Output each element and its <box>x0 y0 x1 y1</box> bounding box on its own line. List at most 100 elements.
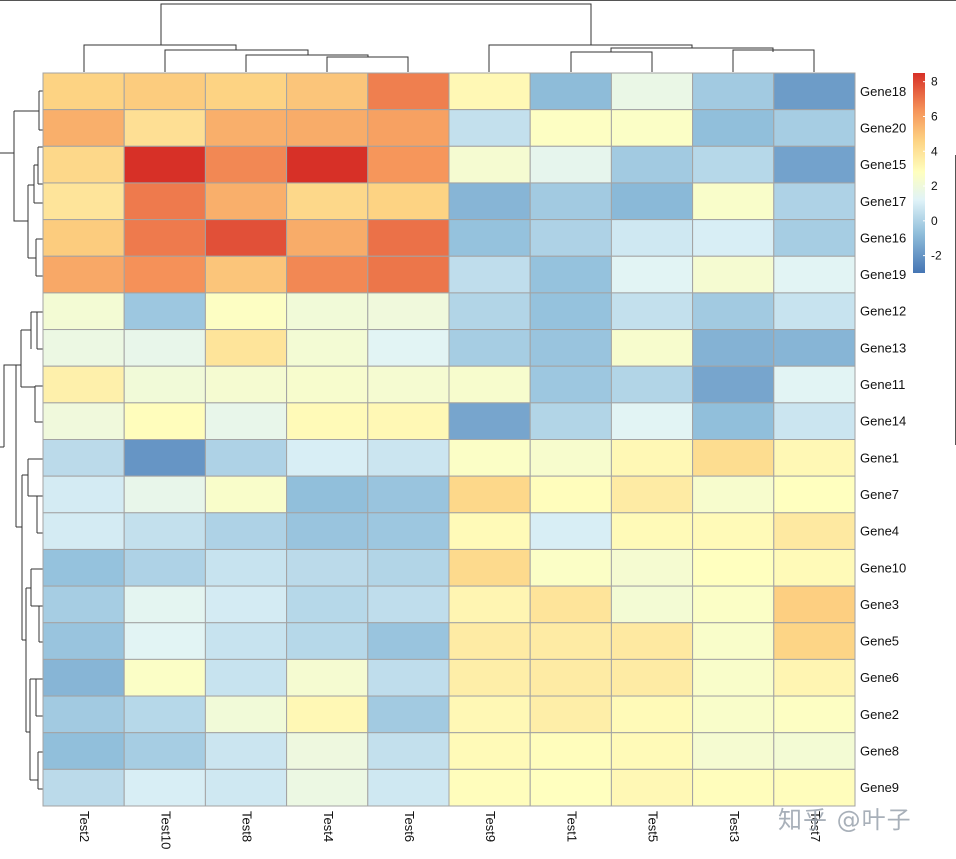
heatmap-cell-gene13-test6 <box>367 329 450 367</box>
heatmap-cell-gene17-test3 <box>692 182 775 221</box>
heatmap-cell-gene20-test4 <box>286 109 369 147</box>
heatmap-cell-gene6-test9 <box>448 658 531 697</box>
heatmap-cell-gene1-test4 <box>286 439 369 477</box>
heatmap-cell-gene7-test9 <box>448 475 531 514</box>
row-label-gene11: Gene11 <box>860 377 905 392</box>
heatmap-cell-gene11-test8 <box>204 365 288 404</box>
heatmap-cell-gene15-test3 <box>692 145 775 184</box>
heatmap-cell-gene1-test5 <box>610 439 694 477</box>
row-label-gene19: Gene19 <box>860 267 906 282</box>
heatmap-cell-gene19-test7 <box>773 255 856 294</box>
heatmap-cell-gene20-test8 <box>204 109 288 147</box>
legend-tick-label: 8 <box>931 75 938 89</box>
heatmap-cell-gene12-test7 <box>773 292 856 331</box>
heatmap-cell-gene10-test7 <box>773 548 856 587</box>
heatmap-cell-gene4-test9 <box>448 512 531 550</box>
heatmap-cell-gene3-test8 <box>204 585 288 624</box>
heatmap-cell-gene15-test9 <box>448 145 531 184</box>
heatmap-cell-gene6-test1 <box>529 658 612 697</box>
watermark-text: 知乎 @叶子 <box>778 806 912 834</box>
legend-tick-label: -2 <box>931 249 942 263</box>
heatmap-cell-gene19-test4 <box>286 255 369 294</box>
heatmap-cell-gene6-test2 <box>42 658 125 697</box>
heatmap-cell-gene9-test4 <box>286 768 369 807</box>
legend-tick-label: 2 <box>931 179 938 193</box>
heatmap-cell-gene13-test5 <box>610 329 694 367</box>
row-label-gene1: Gene1 <box>860 450 899 465</box>
column-label-test5: Test5 <box>646 811 661 842</box>
heatmap-cell-gene16-test3 <box>692 219 775 257</box>
heatmap-cell-gene9-test2 <box>42 768 125 807</box>
row-label-gene10: Gene10 <box>860 560 906 575</box>
heatmap-cell-gene7-test6 <box>367 475 450 514</box>
heatmap-cell-gene17-test10 <box>123 182 206 221</box>
heatmap-cell-gene12-test10 <box>123 292 206 331</box>
heatmap-cell-gene8-test6 <box>367 732 450 770</box>
heatmap-cell-gene14-test6 <box>367 402 450 441</box>
heatmap-cell-gene7-test7 <box>773 475 856 514</box>
heatmap-cell-gene7-test8 <box>204 475 288 514</box>
heatmap-cell-gene17-test6 <box>367 182 450 221</box>
heatmap-cell-gene11-test6 <box>367 365 450 404</box>
column-label-test2: Test2 <box>77 811 92 842</box>
row-dendrogram <box>0 90 43 790</box>
heatmap-cell-gene16-test5 <box>610 219 694 257</box>
row-label-gene13: Gene13 <box>860 340 906 355</box>
heatmap-cell-gene2-test8 <box>204 695 288 734</box>
heatmap-cell-gene12-test9 <box>448 292 531 331</box>
heatmap-cell-gene9-test10 <box>123 768 206 807</box>
top-border-line <box>0 0 956 1</box>
legend-tick-label: 6 <box>931 109 938 123</box>
heatmap-cell-gene5-test4 <box>286 622 369 660</box>
heatmap-cell-gene17-test4 <box>286 182 369 221</box>
heatmap-cell-gene18-test1 <box>529 72 612 111</box>
heatmap-cell-gene14-test3 <box>692 402 775 441</box>
heatmap-cell-gene11-test10 <box>123 365 206 404</box>
color-legend: 8 6 4 2 0 -2 <box>913 73 942 273</box>
heatmap-cell-gene18-test6 <box>367 72 450 111</box>
heatmap-cell-gene9-test6 <box>367 768 450 807</box>
heatmap-cell-gene10-test9 <box>448 548 531 587</box>
heatmap-cell-gene17-test7 <box>773 182 856 221</box>
heatmap-cell-gene4-test3 <box>692 512 775 550</box>
row-label-gene8: Gene8 <box>860 744 899 759</box>
heatmap-cell-gene7-test10 <box>123 475 206 514</box>
heatmap-cell-gene6-test3 <box>692 658 775 697</box>
heatmap-cell-gene2-test7 <box>773 695 856 734</box>
heatmap-cell-gene14-test5 <box>610 402 694 441</box>
heatmap-cell-gene11-test4 <box>286 365 369 404</box>
heatmap-cell-gene10-test8 <box>204 548 288 587</box>
heatmap-cell-gene1-test6 <box>367 439 450 477</box>
heatmap-cell-gene20-test5 <box>610 109 694 147</box>
heatmap-cell-gene18-test2 <box>42 72 125 111</box>
heatmap-cell-gene18-test10 <box>123 72 206 111</box>
heatmap-cell-gene20-test9 <box>448 109 531 147</box>
heatmap-cell-gene10-test3 <box>692 548 775 587</box>
heatmap-cell-gene10-test10 <box>123 548 206 587</box>
heatmap-cell-gene20-test3 <box>692 109 775 147</box>
heatmap-cell-gene4-test6 <box>367 512 450 550</box>
column-label-test10: Test10 <box>158 811 173 849</box>
heatmap-cell-gene15-test7 <box>773 145 856 184</box>
heatmap-cell-gene5-test9 <box>448 622 531 660</box>
heatmap-cell-gene8-test4 <box>286 732 369 770</box>
heatmap-cell-gene15-test5 <box>610 145 694 184</box>
row-label-gene2: Gene2 <box>860 707 899 722</box>
heatmap-cell-gene15-test4 <box>286 145 369 184</box>
row-label-gene9: Gene9 <box>860 780 899 795</box>
row-label-gene14: Gene14 <box>860 414 906 429</box>
heatmap-cell-gene2-test10 <box>123 695 206 734</box>
heatmap-cell-gene2-test5 <box>610 695 694 734</box>
row-label-gene12: Gene12 <box>860 304 906 319</box>
heatmap-cell-gene19-test3 <box>692 255 775 294</box>
heatmap-cell-gene13-test7 <box>773 329 856 367</box>
heatmap-cell-gene4-test4 <box>286 512 369 550</box>
heatmap-cell-gene16-test9 <box>448 219 531 257</box>
heatmap-cell-gene14-test1 <box>529 402 612 441</box>
heatmap-cell-gene8-test1 <box>529 732 612 770</box>
heatmap-cell-gene5-test2 <box>42 622 125 660</box>
row-label-gene3: Gene3 <box>860 597 899 612</box>
heatmap-cell-gene3-test4 <box>286 585 369 624</box>
heatmap-cell-gene1-test1 <box>529 439 612 477</box>
